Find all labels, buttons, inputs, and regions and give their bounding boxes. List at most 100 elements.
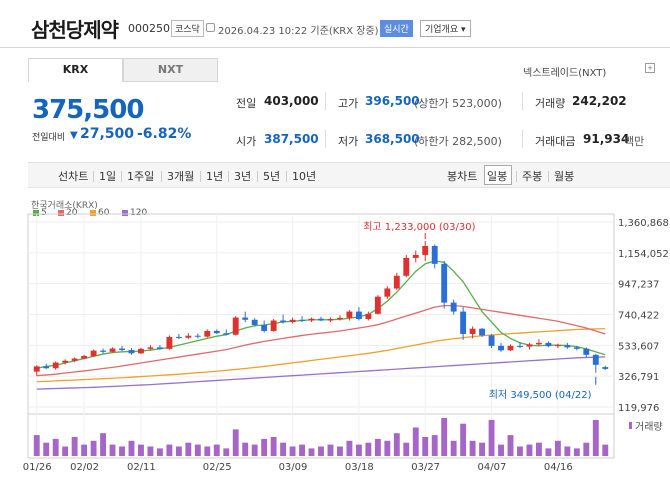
candle-body[interactable] bbox=[308, 318, 315, 321]
candle-body[interactable] bbox=[232, 317, 239, 335]
candle-body[interactable] bbox=[602, 367, 609, 369]
candle-body[interactable] bbox=[498, 345, 504, 351]
candle-body[interactable] bbox=[374, 296, 381, 314]
period-1w[interactable]: 1주일 bbox=[127, 170, 155, 183]
candle-body[interactable] bbox=[583, 348, 590, 355]
period-monthly[interactable]: 월봉 bbox=[554, 170, 575, 183]
nextrade-label[interactable]: 넥스트레이드(NXT) bbox=[523, 68, 607, 79]
candle-body[interactable] bbox=[204, 330, 211, 337]
divider bbox=[93, 171, 94, 182]
candle-body[interactable] bbox=[554, 345, 561, 347]
candle-body[interactable] bbox=[526, 344, 533, 347]
candle-body[interactable] bbox=[223, 333, 230, 335]
volume-bar bbox=[488, 419, 495, 456]
legend-swatch-ma5 bbox=[33, 210, 39, 216]
candle-body[interactable] bbox=[147, 347, 154, 349]
candle-body[interactable] bbox=[100, 350, 107, 352]
candle-body[interactable] bbox=[412, 254, 419, 258]
plus-icon[interactable]: + bbox=[645, 63, 655, 73]
candle-body[interactable] bbox=[119, 348, 125, 351]
candle-body[interactable] bbox=[479, 328, 486, 336]
candle-body[interactable] bbox=[261, 324, 268, 331]
volume-bar bbox=[119, 446, 125, 456]
volume-legend-swatch bbox=[629, 422, 632, 429]
volume-label: 거래량 bbox=[535, 97, 566, 110]
candle-body[interactable] bbox=[270, 320, 277, 331]
candle-body[interactable] bbox=[185, 335, 192, 338]
volume-bar bbox=[545, 448, 552, 456]
candle-body[interactable] bbox=[545, 342, 552, 347]
candle-body[interactable] bbox=[450, 302, 457, 312]
candle-body[interactable] bbox=[441, 263, 448, 303]
candle-body[interactable] bbox=[318, 318, 324, 321]
divider bbox=[522, 92, 523, 110]
volume-bar bbox=[213, 444, 220, 456]
candle-body[interactable] bbox=[242, 317, 249, 320]
candle-body[interactable] bbox=[355, 311, 362, 320]
period-3m[interactable]: 3개월 bbox=[167, 170, 195, 183]
candle-body[interactable] bbox=[213, 330, 220, 334]
high-value: 396,500 bbox=[365, 94, 420, 108]
candle-body[interactable] bbox=[280, 320, 287, 323]
candle-body[interactable] bbox=[384, 288, 391, 297]
candle-body[interactable] bbox=[564, 345, 571, 348]
period-5y[interactable]: 5년 bbox=[263, 170, 281, 183]
candle-body[interactable] bbox=[535, 342, 542, 345]
divider bbox=[161, 171, 162, 182]
candle-body[interactable] bbox=[327, 319, 334, 321]
period-1y[interactable]: 1년 bbox=[206, 170, 224, 183]
candle-body[interactable] bbox=[488, 335, 495, 346]
volume-bar bbox=[374, 438, 381, 456]
candle-body[interactable] bbox=[289, 319, 296, 323]
candle-body[interactable] bbox=[365, 313, 372, 320]
candle-body[interactable] bbox=[573, 347, 580, 349]
volume-bar bbox=[564, 446, 571, 456]
period-daily[interactable]: 일봉 bbox=[487, 170, 508, 183]
candle-body[interactable] bbox=[517, 345, 523, 347]
line-chart-label[interactable]: 선차트 bbox=[58, 170, 89, 183]
candle-chart-label[interactable]: 봉차트 bbox=[447, 170, 478, 183]
candle-body[interactable] bbox=[194, 335, 201, 337]
candle-body[interactable] bbox=[128, 350, 135, 354]
realtime-button[interactable]: 실시간 bbox=[380, 20, 413, 37]
candle-body[interactable] bbox=[592, 354, 599, 365]
x-tick-label: 02/25 bbox=[203, 462, 232, 473]
candle-body[interactable] bbox=[346, 311, 353, 318]
company-info-button[interactable]: 기업개요 ▾ bbox=[420, 20, 471, 37]
tab-krx[interactable]: KRX bbox=[28, 58, 123, 82]
period-1d[interactable]: 1일 bbox=[99, 170, 117, 183]
ma60-line bbox=[36, 328, 606, 383]
candle-body[interactable] bbox=[469, 328, 476, 334]
amount-value: 91,934 bbox=[583, 132, 630, 146]
candle-body[interactable] bbox=[507, 345, 514, 351]
volume-bar bbox=[128, 440, 135, 456]
candle-body[interactable] bbox=[109, 348, 116, 352]
candle-body[interactable] bbox=[251, 319, 258, 325]
candle-body[interactable] bbox=[175, 336, 182, 338]
candle-body[interactable] bbox=[166, 336, 173, 349]
candle-body[interactable] bbox=[299, 319, 305, 321]
candle-body[interactable] bbox=[403, 257, 410, 276]
x-tick-label: 03/09 bbox=[279, 462, 308, 473]
candle-body[interactable] bbox=[43, 366, 50, 369]
candle-body[interactable] bbox=[52, 362, 59, 369]
candle-body[interactable] bbox=[422, 245, 429, 255]
period-3y[interactable]: 3년 bbox=[234, 170, 252, 183]
period-10y[interactable]: 10년 bbox=[292, 170, 317, 183]
candle-body[interactable] bbox=[90, 350, 97, 357]
candle-body[interactable] bbox=[81, 356, 88, 359]
candle-body[interactable] bbox=[156, 347, 163, 349]
candle-body[interactable] bbox=[337, 317, 343, 320]
candle-body[interactable] bbox=[71, 358, 78, 361]
period-weekly[interactable]: 주봉 bbox=[522, 170, 543, 183]
candle-body[interactable] bbox=[33, 366, 40, 372]
candle-body[interactable] bbox=[431, 245, 438, 264]
legend-swatch-ma120 bbox=[122, 210, 128, 216]
candle-body[interactable] bbox=[62, 360, 69, 363]
volume-bar bbox=[412, 427, 419, 456]
tab-nxt[interactable]: NXT bbox=[123, 58, 218, 82]
candle-body[interactable] bbox=[460, 311, 467, 334]
candle-body[interactable] bbox=[393, 275, 400, 289]
candle-body[interactable] bbox=[138, 348, 144, 354]
